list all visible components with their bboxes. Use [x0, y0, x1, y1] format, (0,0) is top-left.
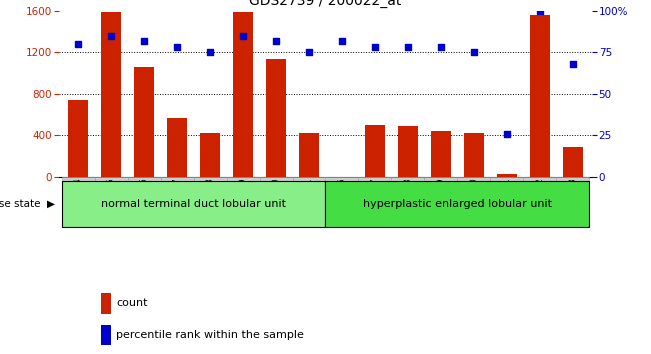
FancyBboxPatch shape	[194, 177, 227, 181]
Bar	[464, 133, 484, 177]
FancyBboxPatch shape	[128, 177, 161, 181]
FancyBboxPatch shape	[62, 181, 326, 227]
Bar	[134, 67, 154, 177]
Bar	[167, 118, 187, 177]
Bar	[398, 126, 418, 177]
Point	[501, 131, 512, 137]
Bar	[266, 59, 286, 177]
Point	[370, 44, 380, 50]
Text: hyperplastic enlarged lobular unit: hyperplastic enlarged lobular unit	[363, 199, 552, 209]
FancyBboxPatch shape	[424, 177, 457, 181]
Point	[139, 38, 150, 44]
Point	[403, 44, 413, 50]
Bar	[299, 133, 319, 177]
Bar	[530, 15, 549, 177]
Point	[205, 50, 215, 55]
Text: GSM177455: GSM177455	[107, 177, 116, 226]
Point	[469, 50, 479, 55]
Text: percentile rank within the sample: percentile rank within the sample	[117, 330, 304, 340]
FancyBboxPatch shape	[326, 177, 359, 181]
Text: GSM177447: GSM177447	[370, 177, 380, 226]
Text: GSM177448: GSM177448	[404, 177, 412, 226]
Point	[337, 38, 347, 44]
FancyBboxPatch shape	[326, 181, 589, 227]
Text: GSM177453: GSM177453	[568, 177, 577, 226]
FancyBboxPatch shape	[359, 177, 391, 181]
Point	[238, 33, 248, 39]
Bar	[102, 293, 111, 314]
FancyBboxPatch shape	[490, 177, 523, 181]
Title: GDS2739 / 200022_at: GDS2739 / 200022_at	[249, 0, 402, 8]
FancyBboxPatch shape	[62, 177, 95, 181]
Text: normal terminal duct lobular unit: normal terminal duct lobular unit	[101, 199, 286, 209]
Text: GSM177449: GSM177449	[436, 177, 445, 226]
Point	[436, 44, 446, 50]
Text: GSM177460: GSM177460	[271, 177, 281, 226]
Point	[73, 41, 83, 47]
Point	[534, 8, 545, 13]
Bar	[233, 12, 253, 177]
Text: GSM177446: GSM177446	[337, 177, 346, 226]
Text: disease state  ▶: disease state ▶	[0, 199, 55, 209]
Text: GSM177450: GSM177450	[469, 177, 478, 226]
Text: GSM177452: GSM177452	[535, 177, 544, 226]
Text: GSM177457: GSM177457	[173, 177, 182, 226]
Text: count: count	[117, 298, 148, 308]
FancyBboxPatch shape	[391, 177, 424, 181]
Bar	[102, 325, 111, 346]
Bar	[201, 133, 220, 177]
FancyBboxPatch shape	[227, 177, 260, 181]
Point	[106, 33, 117, 39]
Point	[568, 61, 578, 67]
Bar	[562, 147, 583, 177]
FancyBboxPatch shape	[161, 177, 194, 181]
FancyBboxPatch shape	[523, 177, 556, 181]
FancyBboxPatch shape	[292, 177, 326, 181]
FancyBboxPatch shape	[457, 177, 490, 181]
Text: GSM177459: GSM177459	[239, 177, 247, 226]
Text: GSM177456: GSM177456	[140, 177, 149, 226]
Text: GSM177461: GSM177461	[305, 177, 314, 226]
Point	[172, 44, 182, 50]
Bar	[431, 131, 450, 177]
Bar	[102, 12, 121, 177]
Point	[304, 50, 314, 55]
FancyBboxPatch shape	[95, 177, 128, 181]
Text: GSM177458: GSM177458	[206, 177, 215, 226]
Text: GSM177454: GSM177454	[74, 177, 83, 226]
Point	[271, 38, 281, 44]
Bar	[365, 125, 385, 177]
FancyBboxPatch shape	[556, 177, 589, 181]
FancyBboxPatch shape	[260, 177, 292, 181]
Text: GSM177451: GSM177451	[502, 177, 511, 226]
Bar	[68, 100, 89, 177]
Bar	[497, 174, 517, 177]
